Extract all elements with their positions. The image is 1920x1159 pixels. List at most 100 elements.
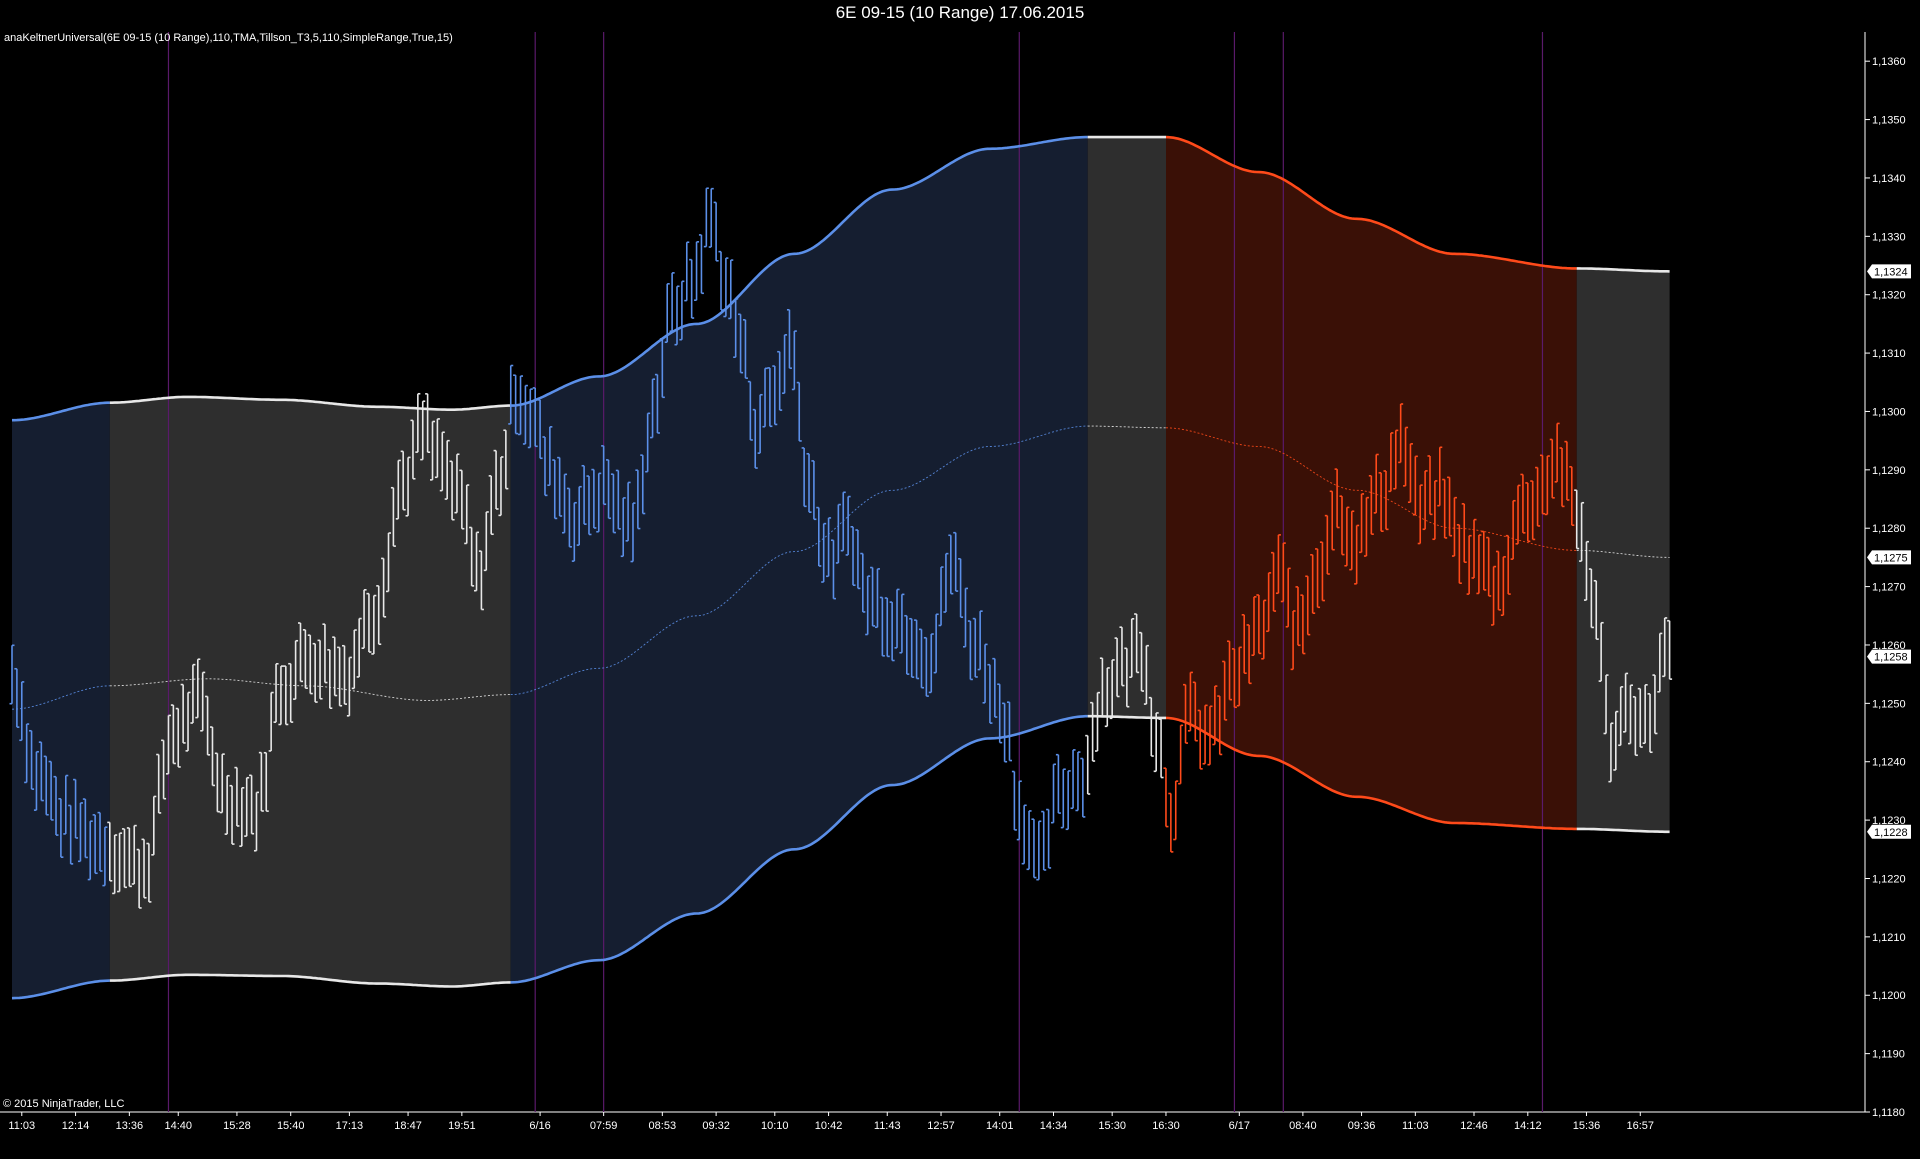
price-bar: [1310, 554, 1316, 614]
x-tick-label: 14:01: [986, 1120, 1014, 1132]
price-bar: [1104, 667, 1110, 728]
price-tag-label: 1,1228: [1874, 827, 1908, 839]
price-bar: [253, 791, 259, 852]
price-bar: [1036, 820, 1042, 881]
x-tick-label: 12:46: [1460, 1120, 1488, 1132]
price-bar: [1241, 614, 1247, 675]
price-bar: [454, 453, 460, 514]
price-bar: [400, 450, 406, 511]
price-bar: [415, 392, 421, 453]
price-bar: [1393, 429, 1399, 490]
price-bar: [1227, 640, 1233, 701]
price-bar: [1305, 575, 1311, 636]
price-bar: [229, 784, 235, 845]
price-tag: [1867, 649, 1911, 664]
price-bar: [821, 522, 827, 583]
price-bar: [337, 646, 343, 707]
price-bar: [620, 497, 626, 558]
price-bar: [273, 662, 279, 723]
y-tick-label: 1,1240: [1872, 757, 1906, 769]
price-tag-label: 1,1324: [1874, 266, 1908, 278]
price-bar: [73, 778, 79, 839]
price-bar: [1637, 687, 1643, 748]
price-bar: [1363, 496, 1369, 557]
y-tick-label: 1,1260: [1872, 640, 1906, 652]
price-bar: [816, 506, 822, 567]
price-bar: [513, 374, 519, 435]
price-bar: [1173, 780, 1179, 841]
price-bar: [1500, 556, 1506, 617]
keltner-lower-band: [1576, 827, 1670, 834]
price-bar: [92, 814, 98, 875]
price-bar: [566, 487, 572, 548]
price-bar: [889, 601, 895, 662]
price-bar: [1021, 804, 1027, 865]
price-bar: [1134, 613, 1140, 674]
price-bar: [474, 531, 480, 592]
price-bar: [918, 628, 924, 689]
price-bar: [1569, 466, 1575, 526]
price-bar: [1427, 455, 1433, 516]
price-bar: [747, 380, 753, 441]
price-bar: [1109, 659, 1115, 720]
keltner-lower-band: [11, 979, 110, 1000]
price-tag-label: 1,1275: [1874, 552, 1908, 564]
price-bar: [943, 552, 949, 613]
price-bar: [1139, 631, 1145, 692]
price-bar: [386, 532, 392, 593]
keltner-middle-band: [11, 685, 110, 710]
y-tick-label: 1,1280: [1872, 523, 1906, 535]
price-bar: [879, 596, 885, 657]
x-tick-label: 15:30: [1098, 1120, 1126, 1132]
price-bar: [234, 766, 240, 827]
price-bar: [1574, 489, 1580, 550]
price-bar: [723, 257, 729, 318]
price-bar: [1549, 438, 1555, 499]
price-bar: [1246, 624, 1252, 685]
price-bar: [1266, 572, 1272, 633]
price-bar: [830, 539, 836, 600]
price-bar: [1016, 780, 1022, 841]
price-bar: [1006, 701, 1012, 762]
x-tick-label: 15:40: [277, 1120, 305, 1132]
price-bar: [860, 552, 866, 613]
price-bar: [962, 587, 968, 648]
price-bar: [410, 419, 416, 480]
price-bar: [498, 456, 504, 517]
price-bar: [767, 367, 773, 428]
price-bar: [972, 617, 978, 678]
price-bar: [503, 429, 509, 490]
price-bar: [165, 714, 171, 775]
price-bar: [14, 667, 20, 728]
price-bar: [1065, 770, 1071, 831]
price-bar: [82, 798, 88, 859]
y-tick-label: 1,1190: [1872, 1049, 1905, 1061]
price-bar: [214, 752, 220, 813]
price-bar: [1559, 447, 1565, 508]
price-bar: [1652, 674, 1658, 735]
price-bar: [1383, 470, 1389, 531]
price-bar: [121, 828, 127, 889]
price-bar: [258, 751, 264, 812]
price-bar: [420, 400, 426, 461]
price-bar: [904, 614, 910, 675]
price-bar: [1344, 506, 1350, 567]
y-tick-label: 1,1270: [1872, 582, 1906, 594]
price-bar: [1148, 696, 1154, 757]
price-bar: [297, 622, 303, 683]
price-bar: [508, 364, 514, 425]
price-bar: [1202, 704, 1208, 765]
price-bar: [1051, 763, 1057, 824]
price-bar: [635, 469, 641, 530]
price-bar: [1300, 594, 1306, 655]
price-bar: [782, 334, 788, 395]
price-bar: [571, 501, 577, 562]
price-bar: [850, 526, 856, 586]
price-bar: [562, 473, 568, 534]
price-bar: [1510, 499, 1516, 560]
price-bar: [1588, 568, 1594, 629]
price-bar: [713, 201, 719, 262]
price-bar: [317, 639, 323, 700]
price-bar: [366, 592, 372, 653]
